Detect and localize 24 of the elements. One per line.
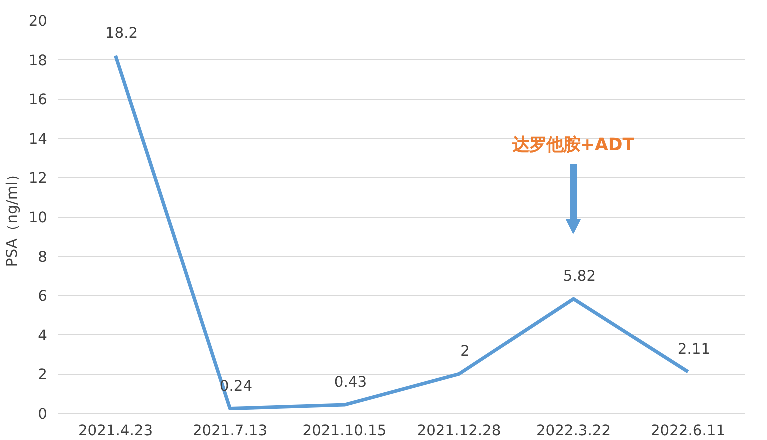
y-tick-label: 16 bbox=[28, 92, 48, 109]
data-label: 2.11 bbox=[678, 341, 711, 358]
y-tick-label: 2 bbox=[38, 366, 48, 384]
x-tick-label: 2021.7.13 bbox=[192, 422, 268, 440]
y-tick-label: 14 bbox=[28, 130, 48, 148]
x-tick-label: 2021.12.28 bbox=[417, 422, 502, 440]
x-tick-label: 2022.6.11 bbox=[650, 422, 726, 440]
y-tick-label: 18 bbox=[28, 52, 48, 70]
y-tick-label: 4 bbox=[38, 327, 48, 344]
x-tick-label: 2022.3.22 bbox=[536, 422, 612, 440]
y-tick-label: 12 bbox=[28, 170, 48, 188]
x-tick-label: 2021.4.23 bbox=[78, 422, 154, 440]
annotation: 达罗他胺+ADT bbox=[511, 136, 635, 156]
y-tick-label: 20 bbox=[28, 13, 48, 30]
data-label: 18.2 bbox=[105, 24, 138, 42]
data-label: 5.82 bbox=[563, 268, 596, 286]
data-label: 0.43 bbox=[334, 374, 368, 392]
y-tick-label: 0 bbox=[38, 406, 48, 423]
x-tick-label: 2021.10.15 bbox=[302, 422, 387, 440]
y-tick-label: 10 bbox=[28, 210, 48, 226]
y-tick-label: 8 bbox=[38, 248, 48, 266]
y-tick-label: 6 bbox=[38, 288, 48, 306]
y-axis-title: PSA（ng/ml） bbox=[4, 166, 21, 268]
data-label: 2 bbox=[460, 343, 470, 360]
